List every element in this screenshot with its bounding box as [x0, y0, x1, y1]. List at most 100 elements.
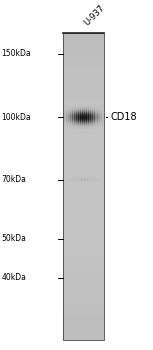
Bar — [63, 104, 104, 105]
Bar — [63, 81, 104, 82]
Bar — [63, 179, 104, 180]
Bar — [63, 172, 104, 173]
Bar — [63, 38, 104, 39]
Bar — [63, 226, 104, 228]
Bar — [63, 188, 104, 189]
Bar — [63, 142, 104, 144]
Bar — [63, 98, 104, 99]
Bar — [63, 107, 104, 108]
Bar — [63, 261, 104, 262]
Bar — [63, 60, 104, 61]
Bar — [63, 296, 104, 297]
Bar — [63, 85, 104, 86]
Bar — [63, 83, 104, 84]
Bar — [63, 166, 104, 167]
Bar — [63, 111, 104, 112]
Bar — [63, 66, 104, 67]
Bar — [63, 302, 104, 303]
Bar — [63, 202, 104, 203]
Bar — [63, 90, 104, 91]
Bar — [63, 206, 104, 207]
Bar — [63, 249, 104, 250]
Bar — [63, 139, 104, 140]
Bar — [63, 56, 104, 57]
Bar — [63, 126, 104, 127]
Bar — [63, 102, 104, 103]
Bar — [63, 45, 104, 46]
Bar — [63, 35, 104, 36]
Bar — [63, 243, 104, 244]
Bar — [63, 157, 104, 158]
Bar — [63, 46, 104, 47]
Bar — [63, 173, 104, 174]
Bar — [63, 255, 104, 256]
Bar — [63, 203, 104, 204]
Bar — [63, 194, 104, 195]
Bar — [63, 280, 104, 281]
Bar — [63, 210, 104, 211]
Bar — [63, 244, 104, 245]
Bar — [63, 207, 104, 208]
Bar — [63, 119, 104, 120]
Bar — [63, 231, 104, 232]
Bar — [63, 49, 104, 50]
Bar — [63, 253, 104, 254]
Bar — [63, 134, 104, 135]
Text: 50kDa: 50kDa — [2, 234, 26, 243]
Bar — [63, 163, 104, 164]
Bar — [63, 200, 104, 201]
Bar — [63, 256, 104, 257]
Bar — [63, 128, 104, 129]
Bar — [63, 136, 104, 137]
Bar — [63, 278, 104, 279]
Bar — [63, 237, 104, 238]
Bar — [63, 167, 104, 168]
Bar — [63, 169, 104, 170]
Bar — [63, 268, 104, 269]
Bar — [63, 239, 104, 240]
Bar — [63, 68, 104, 69]
Bar — [63, 215, 104, 216]
Bar — [63, 309, 104, 310]
Bar — [63, 55, 104, 56]
Bar — [63, 51, 104, 52]
Bar — [63, 137, 104, 138]
Bar — [63, 269, 104, 270]
Bar — [63, 40, 104, 41]
Bar — [63, 132, 104, 133]
Bar — [63, 187, 104, 188]
Bar — [63, 289, 104, 290]
Bar — [63, 294, 104, 295]
Bar — [63, 97, 104, 98]
Bar — [63, 112, 104, 113]
Bar — [63, 233, 104, 235]
Bar — [63, 314, 104, 315]
Bar — [63, 44, 104, 45]
Bar — [63, 120, 104, 121]
Bar — [63, 318, 104, 320]
Bar — [63, 115, 104, 116]
Bar — [63, 328, 104, 329]
Bar — [63, 130, 104, 131]
Bar — [63, 236, 104, 237]
Bar — [63, 84, 104, 85]
Bar — [63, 230, 104, 231]
Bar — [63, 337, 104, 338]
Bar — [63, 116, 104, 117]
Bar — [63, 279, 104, 280]
Text: U-937: U-937 — [82, 3, 106, 27]
Bar — [63, 48, 104, 49]
Bar — [63, 70, 104, 71]
Bar — [63, 147, 104, 148]
Bar — [63, 54, 104, 55]
Bar — [63, 274, 104, 275]
Bar — [63, 197, 104, 198]
Bar — [63, 251, 104, 252]
Bar — [63, 162, 104, 163]
Bar — [63, 122, 104, 123]
Bar — [63, 297, 104, 298]
Bar — [63, 165, 104, 166]
Bar — [63, 153, 104, 154]
Bar — [63, 183, 104, 184]
Bar — [63, 275, 104, 276]
